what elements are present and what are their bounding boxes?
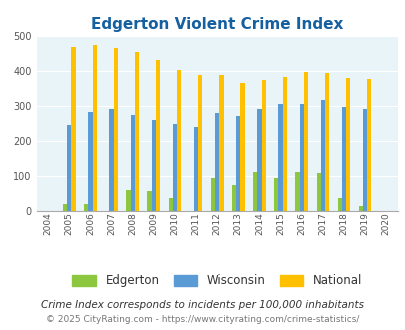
Bar [130, 115, 134, 211]
Bar [151, 120, 156, 211]
Bar [84, 204, 88, 211]
Bar [113, 48, 117, 211]
Bar [173, 124, 177, 211]
Bar [274, 178, 278, 211]
Bar [345, 78, 350, 211]
Bar [88, 112, 92, 211]
Text: © 2025 CityRating.com - https://www.cityrating.com/crime-statistics/: © 2025 CityRating.com - https://www.city… [46, 315, 359, 324]
Bar [303, 72, 307, 211]
Bar [71, 47, 75, 211]
Title: Edgerton Violent Crime Index: Edgerton Violent Crime Index [91, 17, 343, 32]
Bar [341, 107, 345, 211]
Bar [236, 116, 240, 211]
Bar [92, 46, 96, 211]
Bar [240, 83, 244, 211]
Bar [261, 80, 265, 211]
Bar [156, 60, 160, 211]
Bar [177, 70, 181, 211]
Bar [215, 113, 219, 211]
Bar [295, 172, 299, 211]
Bar [252, 172, 257, 211]
Bar [299, 104, 303, 211]
Text: Crime Index corresponds to incidents per 100,000 inhabitants: Crime Index corresponds to incidents per… [41, 300, 364, 310]
Bar [198, 76, 202, 211]
Bar [367, 79, 371, 211]
Bar [362, 109, 367, 211]
Bar [194, 127, 198, 211]
Bar [257, 109, 261, 211]
Bar [134, 52, 139, 211]
Bar [324, 73, 328, 211]
Bar [337, 198, 341, 211]
Bar [219, 76, 223, 211]
Bar [126, 189, 130, 211]
Bar [168, 198, 173, 211]
Bar [63, 204, 67, 211]
Bar [358, 206, 362, 211]
Bar [282, 77, 286, 211]
Bar [320, 100, 324, 211]
Bar [316, 174, 320, 211]
Bar [231, 185, 236, 211]
Bar [147, 191, 151, 211]
Bar [278, 104, 282, 211]
Bar [67, 125, 71, 211]
Bar [109, 109, 113, 211]
Legend: Edgerton, Wisconsin, National: Edgerton, Wisconsin, National [68, 270, 366, 292]
Bar [210, 178, 215, 211]
